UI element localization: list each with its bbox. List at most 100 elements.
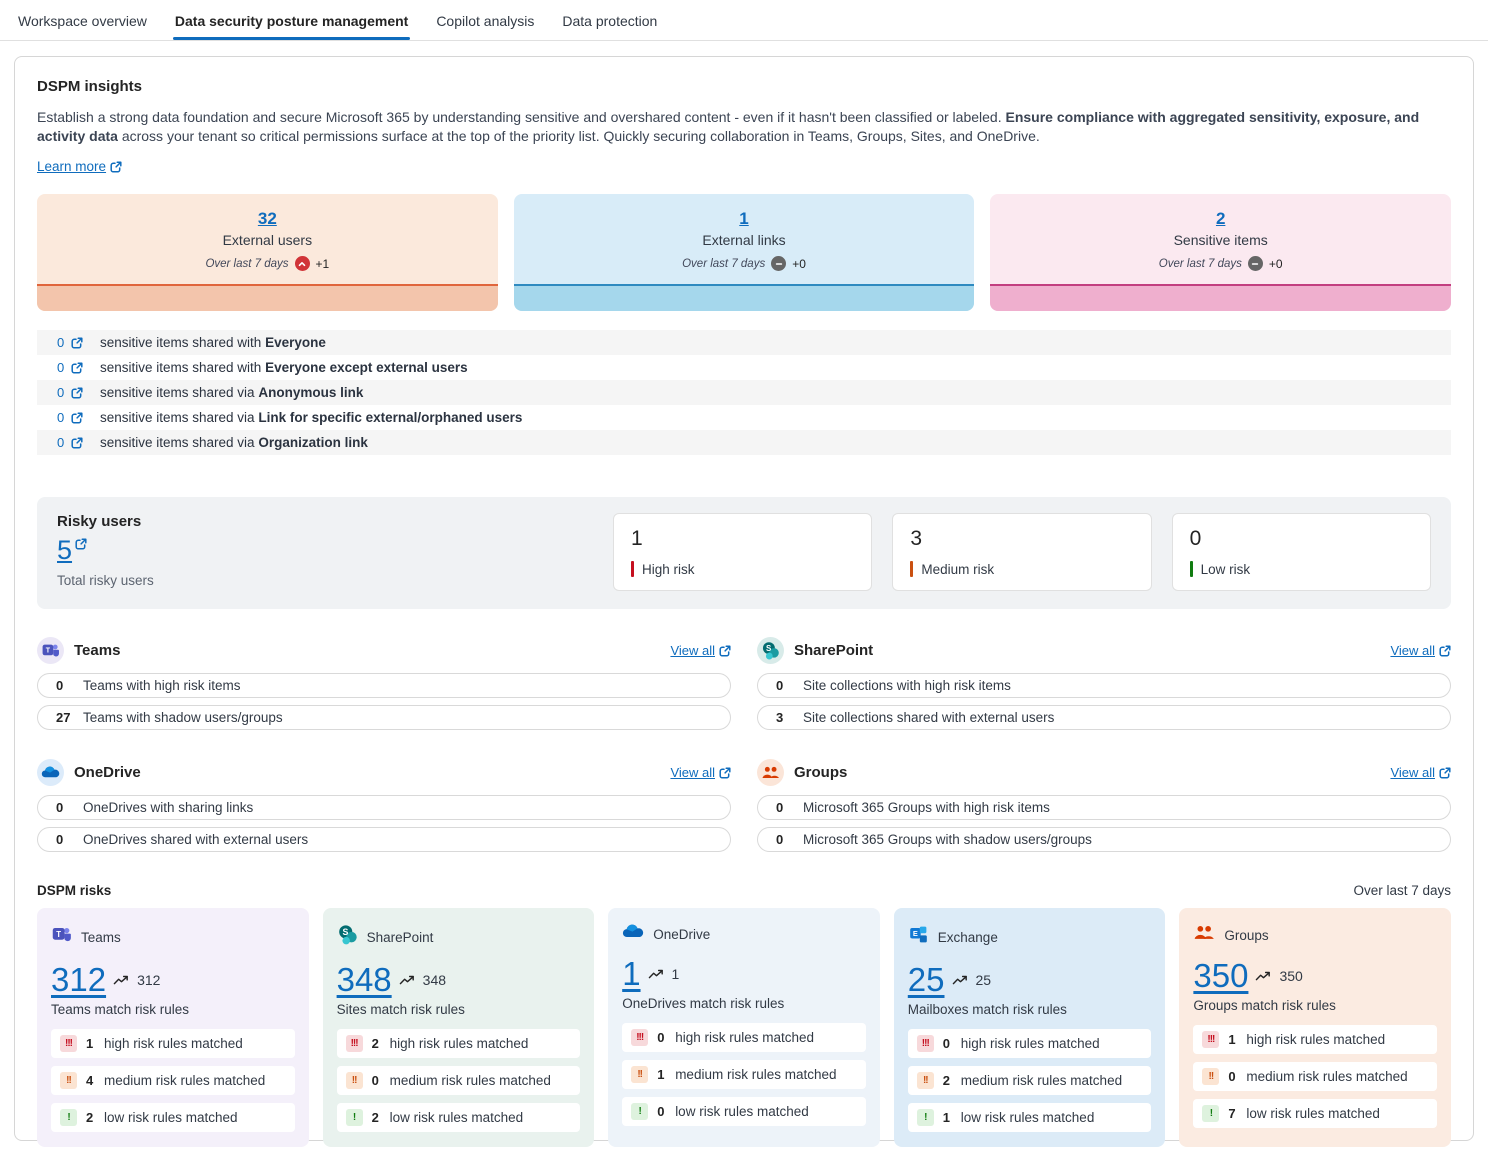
groups-match-count-link[interactable]: 350 (1193, 957, 1249, 994)
shared-count-link[interactable]: 0 (57, 360, 65, 375)
onedrive-match-count-link[interactable]: 1 (622, 955, 641, 992)
trend-up-badge-icon (294, 256, 310, 271)
medium-risk-icon (631, 1066, 649, 1083)
service-stat-row: 0 OneDrives with sharing links (37, 795, 731, 820)
stat-card-row: 32 External users Over last 7 days +1 1 … (37, 194, 1452, 311)
shared-count-link[interactable]: 0 (57, 335, 65, 350)
external-users-count-link[interactable]: 32 (257, 209, 277, 228)
shared-item-row: 0 sensitive items shared via Organizatio… (37, 430, 1451, 455)
risky-users-panel: Risky users 5 Total risky users 1 High r… (37, 497, 1451, 609)
onedrive-view-all-link[interactable]: View all (670, 765, 731, 780)
svg-text:T: T (46, 647, 51, 655)
card-subtitle: Groups match risk rules (1193, 998, 1336, 1013)
card-accent-band (513, 284, 975, 311)
medium-risk-count: 3 (910, 527, 923, 550)
low-risk-bar (1189, 561, 1193, 577)
low-risk-icon (60, 1109, 77, 1126)
onedrive-section: OneDrive View all 0 OneDrives with sharin… (37, 759, 731, 859)
total-risky-users-label: Total risky users (57, 572, 154, 588)
service-stat-row: 0 Site collections with high risk items (757, 673, 1451, 698)
teams-icon: T (51, 924, 72, 950)
sensitive-items-card: 2 Sensitive items Over last 7 days +0 (990, 194, 1452, 311)
medium-risk-bar (910, 561, 914, 577)
tab-bar: Workspace overview Data security posture… (0, 0, 1488, 41)
open-report-icon[interactable] (71, 336, 83, 349)
groups-section: Groups View all 0 Microsoft 365 Groups wi… (757, 759, 1451, 859)
trend-value: 312 (137, 971, 161, 988)
trend-up-icon (1256, 971, 1271, 980)
medium-risk-card: 3 Medium risk (892, 513, 1152, 591)
svg-text:T: T (56, 930, 61, 939)
risky-users-title: Risky users (57, 513, 142, 530)
external-users-card: 32 External users Over last 7 days +1 (37, 194, 498, 311)
low-risk-icon (1202, 1105, 1220, 1122)
tab-workspace-overview[interactable]: Workspace overview (18, 13, 147, 29)
tab-data-protection[interactable]: Data protection (562, 13, 658, 29)
onedrive-risk-card: OneDrive 1 1 OneDrives match risk rules … (608, 908, 880, 1147)
period-label: Over last 7 days (1158, 257, 1242, 270)
total-risky-users-link[interactable]: 5 (57, 535, 73, 565)
teams-view-all-link[interactable]: View all (670, 643, 731, 658)
shared-count-link[interactable]: 0 (57, 385, 65, 400)
sensitive-items-count-link[interactable]: 2 (1215, 209, 1226, 228)
shared-item-text: sensitive items shared via Link for spec… (100, 410, 523, 425)
service-stat-row: 0 Teams with high risk items (37, 673, 731, 698)
card-subtitle: Teams match risk rules (51, 1002, 190, 1017)
open-report-icon[interactable] (71, 386, 83, 399)
open-report-icon[interactable] (71, 411, 83, 424)
exchange-icon: E (908, 924, 929, 950)
shared-item-text: sensitive items shared with Everyone exc… (100, 360, 468, 375)
sharepoint-match-count-link[interactable]: 348 (336, 961, 392, 998)
low-risk-icon (631, 1103, 649, 1120)
trend-value: 348 (422, 971, 447, 988)
open-report-icon[interactable] (71, 361, 83, 374)
sharepoint-icon: S (337, 924, 358, 950)
shared-count-link[interactable]: 0 (57, 410, 65, 425)
trend-value: 350 (1279, 967, 1303, 984)
external-links-label: External links (702, 232, 786, 248)
teams-match-count-link[interactable]: 312 (51, 961, 107, 998)
sharepoint-view-all-link[interactable]: View all (1390, 643, 1451, 658)
tab-copilot-analysis[interactable]: Copilot analysis (436, 13, 535, 29)
external-users-label: External users (222, 232, 313, 248)
service-stat-row: 0 OneDrives shared with external users (37, 827, 731, 852)
shared-item-row: 0 sensitive items shared via Link for sp… (37, 405, 1451, 430)
services-grid: T Teams View all 0 Teams with high risk i… (37, 637, 1451, 859)
external-links-card: 1 External links Over last 7 days +0 (513, 194, 975, 311)
external-link-icon (75, 538, 87, 550)
card-accent-band (990, 284, 1452, 311)
delta-value: +0 (1268, 256, 1283, 271)
teams-section: T Teams View all 0 Teams with high risk i… (37, 637, 731, 737)
page-title: DSPM insights (37, 78, 143, 95)
low-risk-label: Low risk (1200, 561, 1251, 577)
card-accent-band (37, 284, 498, 311)
trend-up-icon (952, 975, 967, 984)
card-title: Teams (81, 929, 121, 945)
low-risk-icon (345, 1109, 363, 1126)
groups-view-all-link[interactable]: View all (1390, 765, 1451, 780)
service-stat-row: 0 Microsoft 365 Groups with high risk ite… (757, 795, 1451, 820)
high-risk-icon (60, 1035, 77, 1052)
trend-up-icon (113, 975, 128, 984)
open-report-icon[interactable] (71, 436, 83, 449)
onedrive-icon (622, 924, 644, 944)
low-risk-icon (916, 1109, 934, 1126)
shared-count-link[interactable]: 0 (57, 435, 65, 450)
card-title: OneDrive (653, 926, 711, 942)
shared-item-row: 0 sensitive items shared with Everyone (37, 330, 1451, 355)
exchange-match-count-link[interactable]: 25 (907, 961, 945, 998)
svg-text:S: S (342, 927, 348, 937)
trend-value: 1 (671, 965, 680, 982)
medium-risk-icon (60, 1072, 77, 1089)
tab-data-security-posture-management[interactable]: Data security posture management (172, 3, 411, 40)
external-links-count-link[interactable]: 1 (739, 209, 749, 228)
learn-more-link[interactable]: Learn more (37, 159, 122, 174)
delta-value: +0 (792, 256, 806, 271)
